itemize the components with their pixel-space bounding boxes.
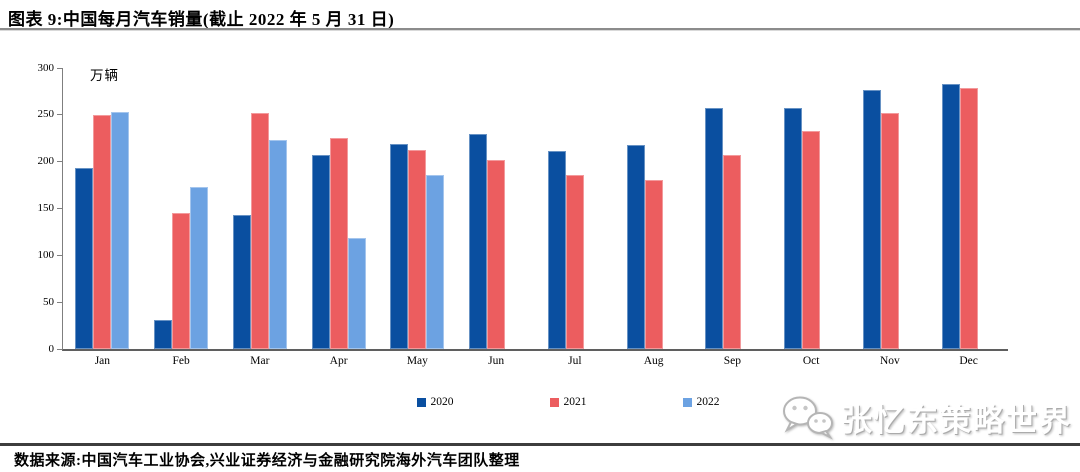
legend-swatch xyxy=(416,397,426,407)
y-axis-tick-label: 50 xyxy=(43,295,54,308)
x-axis-tick-label: Oct xyxy=(802,355,820,367)
bar-2020-jan xyxy=(75,168,94,349)
y-axis-tick-label: 200 xyxy=(37,155,55,168)
x-axis-tick-label: Mar xyxy=(250,355,270,367)
legend-item-2022: 2022 xyxy=(682,396,720,408)
x-axis-tick-label: Sep xyxy=(723,355,741,367)
x-axis-tick-label: Jun xyxy=(488,355,505,367)
bar-2022-feb xyxy=(190,186,209,349)
bar-2021-may xyxy=(408,149,427,349)
chart-legend: 2020 2021 2022 xyxy=(28,396,1080,408)
y-axis-unit-label: 万辆 xyxy=(90,68,119,83)
bar-2021-feb xyxy=(172,213,191,349)
y-axis-tick-label: 0 xyxy=(48,342,55,355)
bar-2021-jan xyxy=(93,114,112,349)
y-axis-tick xyxy=(56,161,62,163)
bar-2021-apr xyxy=(329,138,348,349)
y-axis-tick xyxy=(56,254,62,256)
legend-label: 2022 xyxy=(696,396,720,408)
bar-2022-mar xyxy=(268,140,287,349)
legend-label: 2021 xyxy=(563,396,587,408)
bar-2020-jun xyxy=(469,133,488,349)
y-axis-tick xyxy=(56,301,62,303)
plot-area: Jan Feb Mar Apr May Jun Jul Aug Sep Oct Nov Dec xyxy=(56,67,1008,367)
y-axis-tick-label: 150 xyxy=(37,202,55,214)
bar-2022-may xyxy=(426,174,445,349)
bottom-divider xyxy=(0,443,1080,446)
bar-2022-jan xyxy=(111,112,130,349)
bar-2021-dec xyxy=(959,87,978,349)
legend-item-2020: 2020 xyxy=(416,396,454,408)
legend-swatch xyxy=(549,397,559,407)
y-axis-tick xyxy=(56,348,62,350)
bar-2020-mar xyxy=(232,215,251,349)
x-axis-tick-label: Jul xyxy=(568,355,582,367)
bar-2021-jul xyxy=(565,174,584,349)
y-axis-tick-label: 100 xyxy=(37,248,55,261)
bar-2021-mar xyxy=(250,112,269,349)
bar-2020-apr xyxy=(311,155,330,349)
bar-2020-aug xyxy=(626,144,645,349)
bar-2021-nov xyxy=(880,112,899,349)
bar-2020-nov xyxy=(862,89,881,349)
bar-2021-oct xyxy=(802,130,821,349)
x-axis-tick-label: Jan xyxy=(94,355,111,367)
legend-label: 2020 xyxy=(430,396,454,408)
bar-2021-jun xyxy=(487,159,506,349)
sales-bar-chart: 万辆 0 50 100 150 200 250 300 Jan Feb Mar Apr May Jun… xyxy=(0,55,1080,420)
bar-2020-jul xyxy=(547,151,566,349)
bar-2020-oct xyxy=(784,108,803,349)
x-axis-tick-label: Aug xyxy=(643,355,664,367)
title-divider xyxy=(0,28,1080,31)
x-axis-tick-label: Dec xyxy=(959,355,978,367)
y-axis-tick-label: 250 xyxy=(37,108,55,121)
x-axis-tick-label: Feb xyxy=(172,355,190,367)
y-axis-tick-label: 300 xyxy=(37,61,55,74)
watermark: 张忆东策略世界 xyxy=(779,392,1072,442)
bar-2020-may xyxy=(390,143,409,349)
y-axis-tick xyxy=(56,114,62,116)
legend-item-2021: 2021 xyxy=(549,396,587,408)
bar-2020-sep xyxy=(705,108,724,349)
y-axis-tick xyxy=(56,208,62,209)
x-axis-tick-label: Nov xyxy=(879,355,900,367)
bar-2020-dec xyxy=(941,83,960,349)
y-axis: 0 50 100 150 200 250 300 xyxy=(0,62,55,355)
bar-2021-sep xyxy=(723,155,742,349)
figure-title: 图表 9:中国每月汽车销量(截止 2022 年 5 月 31 日) xyxy=(8,10,395,29)
x-axis-tick-label: Apr xyxy=(329,355,348,367)
source-note: 数据来源:中国汽车工业协会,兴业证券经济与金融研究院海外汽车团队整理 xyxy=(14,453,520,469)
bar-2020-feb xyxy=(154,319,173,349)
watermark-label: 张忆东策略世界 xyxy=(841,402,1072,438)
wechat-icon xyxy=(783,396,833,440)
bar-2022-apr xyxy=(347,238,366,349)
bar-2021-aug xyxy=(644,180,663,349)
y-axis-tick xyxy=(56,67,62,69)
legend-swatch xyxy=(682,397,692,407)
x-axis-tick-label: May xyxy=(406,355,428,367)
